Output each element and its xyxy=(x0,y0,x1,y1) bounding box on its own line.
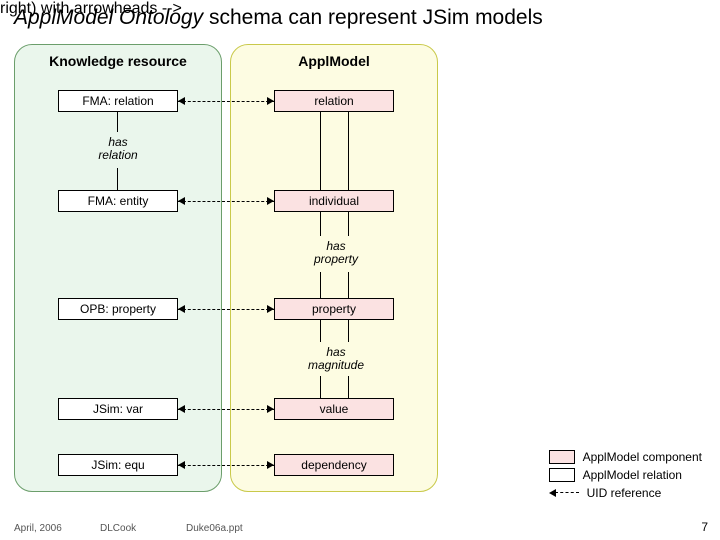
node-jsim-var: JSim: var xyxy=(58,398,178,420)
edge-has-relation-bot xyxy=(117,168,118,190)
panel-left-header: Knowledge resource xyxy=(15,53,221,69)
uid-link-individual xyxy=(178,201,274,202)
edge-prop-val-b-bot xyxy=(348,376,349,398)
footer-author: DLCook xyxy=(100,523,136,534)
label-has-magnitude: has magnitude xyxy=(300,346,372,372)
title-rest: schema can represent JSim models xyxy=(203,6,543,29)
node-property: property xyxy=(274,298,394,320)
arrowhead-right-icon xyxy=(267,405,274,413)
footer-file: Duke06a.ppt xyxy=(186,523,243,534)
arrowhead-left-icon xyxy=(178,197,185,205)
edge-prop-val-a-bot xyxy=(320,376,321,398)
edge-prop-val-a-top xyxy=(320,320,321,342)
edge-rel-indiv-b xyxy=(348,112,349,190)
legend-dash-icon xyxy=(549,486,579,500)
edge-indiv-prop-b-bot xyxy=(348,272,349,298)
legend-row-component: ApplModel component xyxy=(549,450,702,464)
footer-date: April, 2006 xyxy=(14,523,62,534)
label-has-relation: has relation xyxy=(88,136,148,162)
arrowhead-right-icon xyxy=(267,305,274,313)
uid-link-dependency xyxy=(178,465,274,466)
node-fma-entity: FMA: entity xyxy=(58,190,178,212)
edge-indiv-prop-a-top xyxy=(320,212,321,236)
arrowhead-right-icon xyxy=(267,97,274,105)
legend-label-uid: UID reference xyxy=(587,486,662,500)
edge-prop-val-b-top xyxy=(348,320,349,342)
node-jsim-equ: JSim: equ xyxy=(58,454,178,476)
node-individual: individual xyxy=(274,190,394,212)
legend-swatch-white xyxy=(549,468,575,482)
node-relation: relation xyxy=(274,90,394,112)
arrowhead-left-icon xyxy=(178,405,185,413)
label-has-property: has property xyxy=(306,240,366,266)
edge-has-relation-top xyxy=(117,112,118,132)
arrowhead-left-icon xyxy=(178,461,185,469)
page-number: 7 xyxy=(701,520,708,534)
node-fma-relation: FMA: relation xyxy=(58,90,178,112)
panel-right-header: ApplModel xyxy=(231,53,437,69)
legend-row-uid: UID reference xyxy=(549,486,702,500)
edge-rel-indiv-a xyxy=(320,112,321,190)
edge-indiv-prop-b-top xyxy=(348,212,349,236)
legend-swatch-pink xyxy=(549,450,575,464)
legend-label-component: ApplModel component xyxy=(583,450,702,464)
edge-indiv-prop-a-bot xyxy=(320,272,321,298)
arrowhead-left-icon xyxy=(178,305,185,313)
node-value: value xyxy=(274,398,394,420)
uid-link-relation xyxy=(178,101,274,102)
uid-link-value xyxy=(178,409,274,410)
legend: ApplModel component ApplModel relation U… xyxy=(549,446,702,504)
node-opb-property: OPB: property xyxy=(58,298,178,320)
arrowhead-right-icon xyxy=(267,461,274,469)
legend-row-relation: ApplModel relation xyxy=(549,468,702,482)
uid-link-property xyxy=(178,309,274,310)
node-dependency: dependency xyxy=(274,454,394,476)
title-emphasis: ApplModel Ontology xyxy=(14,6,203,29)
arrowhead-left-icon xyxy=(178,97,185,105)
arrowhead-right-icon xyxy=(267,197,274,205)
legend-label-relation: ApplModel relation xyxy=(583,468,682,482)
page-title: ApplModel Ontology schema can represent … xyxy=(14,6,543,30)
